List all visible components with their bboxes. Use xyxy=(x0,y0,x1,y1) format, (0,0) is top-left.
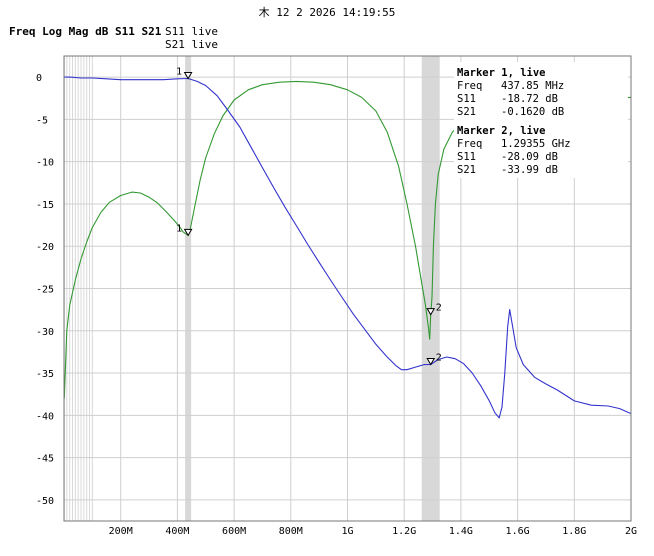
y-tick-label: -50 xyxy=(36,496,54,507)
chart-title: Freq Log Mag dB S11 S21 xyxy=(9,25,162,38)
marker-2-title: Marker 2, live xyxy=(457,125,546,137)
y-tick-label: -15 xyxy=(36,200,54,211)
marker-readout-background xyxy=(454,62,628,178)
series-line-s11 xyxy=(63,80,632,399)
marker-2-s11-value: -28.09 dB xyxy=(501,151,558,163)
marker-1-s21-symbol xyxy=(183,72,193,80)
x-tick-labels: 200M 400M 600M 800M 1G 1.2G 1.4G 1.6G 1.8G 2G xyxy=(109,526,637,537)
x-tick-label: 1G xyxy=(341,526,353,537)
y-tick-labels: 0 -5 -10 -15 -20 -25 -30 -35 -40 -45 -50 xyxy=(36,73,54,507)
y-tick-label: -45 xyxy=(36,454,54,465)
timestamp: 木 12 2 2026 14:19:55 xyxy=(259,6,396,19)
x-tick-label: 200M xyxy=(109,526,133,537)
y-tick-label: -25 xyxy=(36,285,54,296)
marker-2-freq-value: 1.29355 GHz xyxy=(501,138,571,150)
y-tick-label: -10 xyxy=(36,158,54,169)
marker-1-s11-name: S11 xyxy=(457,93,476,105)
x-tick-label: 600M xyxy=(222,526,246,537)
marker-2-s11-symbol xyxy=(426,308,436,316)
marker-2-s21-value: -33.99 dB xyxy=(501,164,558,176)
marker-1-title: Marker 1, live xyxy=(457,67,546,79)
marker-2-freq-name: Freq xyxy=(457,138,482,150)
marker-1-s11-symbol-label: 1 xyxy=(176,223,182,234)
plot-frame xyxy=(63,55,632,522)
x-tick-label: 2G xyxy=(625,526,637,537)
y-tick-label: -30 xyxy=(36,327,54,338)
legend-s11: S11 live xyxy=(165,25,218,38)
marker-2-s21-symbol xyxy=(426,358,436,366)
x-tick-label: 400M xyxy=(165,526,189,537)
series-line-s21 xyxy=(64,76,632,419)
y-tick-label: -35 xyxy=(36,369,54,380)
y-tick-label: -20 xyxy=(36,242,54,253)
x-tick-label: 1.4G xyxy=(449,526,473,537)
x-tick-label: 1.6G xyxy=(506,526,530,537)
x-tick-label: 1.8G xyxy=(562,526,586,537)
y-tick-label: -5 xyxy=(36,115,48,126)
marker-1-s11-symbol xyxy=(183,228,193,237)
marker-2-s11-symbol-label: 2 xyxy=(436,303,442,314)
y-tick-label: -40 xyxy=(36,411,54,422)
marker-readout-panel: Marker 1, live Freq 437.85 MHz S11 -18.7… xyxy=(454,62,628,178)
marker-1-freq-name: Freq xyxy=(457,80,482,92)
y-tick-label: 0 xyxy=(36,73,42,84)
legend-s21: S21 live xyxy=(165,38,218,51)
x-tick-label: 800M xyxy=(279,526,303,537)
x-tick-label: 1.2G xyxy=(392,526,416,537)
marker-1-s21-value: -0.1620 dB xyxy=(501,106,564,118)
marker-1-s11-value: -18.72 dB xyxy=(501,93,558,105)
marker-1-freq-value: 437.85 MHz xyxy=(501,80,564,92)
marker-symbols: 1 1 2 2 xyxy=(176,67,442,366)
marker-2-s11-name: S11 xyxy=(457,151,476,163)
marker-2-s21-name: S21 xyxy=(457,164,476,176)
marker-1-s21-name: S21 xyxy=(457,106,476,118)
marker-1-s21-symbol-label: 1 xyxy=(176,67,182,78)
marker-2-s21-symbol-label: 2 xyxy=(436,353,442,364)
series-lines xyxy=(63,76,632,419)
